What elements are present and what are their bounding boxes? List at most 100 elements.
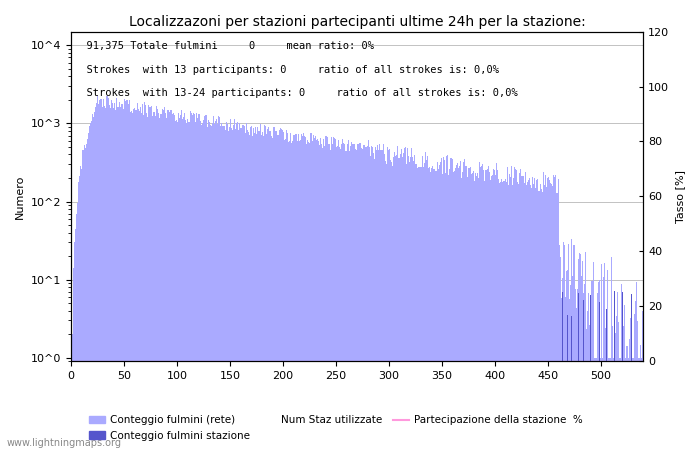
Bar (316, 140, 317, 450)
Bar (547, 178, 548, 450)
Y-axis label: Tasso [%]: Tasso [%] (675, 170, 685, 223)
Bar (357, 144, 358, 450)
Bar (90, 123, 91, 450)
Bar (596, 358, 597, 450)
Text: 91,375 Totale fulmini     0     mean ratio: 0%: 91,375 Totale fulmini 0 mean ratio: 0% (74, 41, 374, 51)
Bar (94, 112, 95, 450)
Bar (93, 117, 94, 450)
Bar (72, 334, 73, 450)
Bar (421, 167, 422, 450)
Bar (483, 170, 484, 450)
Bar (278, 135, 279, 450)
Bar (440, 162, 441, 450)
Bar (77, 203, 78, 450)
Bar (300, 140, 301, 450)
Bar (567, 315, 568, 450)
Bar (313, 135, 314, 450)
Bar (412, 157, 413, 450)
Bar (555, 175, 556, 450)
Bar (260, 135, 262, 450)
Bar (544, 185, 545, 450)
Bar (236, 123, 237, 450)
Bar (495, 176, 496, 450)
Bar (462, 172, 463, 450)
Bar (446, 156, 447, 450)
Bar (354, 144, 355, 450)
Bar (311, 133, 312, 450)
Bar (479, 162, 480, 450)
Bar (594, 358, 595, 450)
Bar (127, 100, 128, 450)
Bar (456, 165, 457, 450)
Bar (229, 127, 230, 450)
Bar (244, 126, 245, 450)
Bar (375, 147, 376, 450)
Bar (523, 176, 524, 450)
Bar (618, 322, 619, 450)
Bar (503, 181, 505, 450)
Bar (159, 118, 160, 450)
Bar (130, 112, 131, 450)
Bar (234, 119, 235, 450)
Bar (430, 172, 431, 450)
Bar (558, 179, 559, 450)
Bar (437, 162, 438, 450)
Bar (540, 189, 542, 450)
Bar (330, 137, 332, 450)
Bar (520, 169, 522, 450)
Bar (214, 124, 215, 450)
Bar (323, 140, 324, 450)
Bar (186, 122, 188, 450)
Bar (153, 112, 155, 450)
Bar (120, 104, 122, 450)
Bar (270, 131, 271, 450)
Bar (458, 168, 459, 450)
Bar (524, 183, 525, 450)
Bar (312, 141, 313, 450)
Bar (622, 295, 623, 450)
Bar (586, 329, 587, 450)
Bar (116, 98, 118, 450)
Bar (144, 103, 145, 450)
Bar (482, 164, 483, 450)
Bar (378, 150, 379, 450)
Bar (377, 145, 378, 450)
Bar (422, 156, 423, 450)
Bar (590, 294, 592, 450)
Bar (332, 137, 334, 450)
Bar (138, 109, 139, 450)
Bar (124, 99, 125, 450)
Bar (632, 358, 633, 450)
Bar (512, 185, 513, 450)
Bar (337, 145, 338, 450)
Bar (194, 114, 195, 450)
Bar (497, 171, 498, 450)
Bar (225, 122, 227, 450)
Bar (443, 157, 444, 450)
Bar (209, 122, 210, 450)
Bar (461, 178, 462, 450)
Bar (447, 155, 448, 450)
Bar (78, 182, 79, 450)
Bar (210, 125, 211, 450)
Bar (552, 186, 553, 450)
Bar (203, 121, 204, 450)
Bar (92, 113, 93, 450)
Bar (128, 104, 129, 450)
Bar (573, 245, 575, 450)
Bar (243, 125, 244, 450)
Bar (201, 125, 202, 450)
Bar (175, 121, 176, 450)
Bar (562, 278, 563, 450)
Bar (71, 358, 72, 450)
Bar (237, 122, 238, 450)
Bar (584, 284, 585, 450)
Bar (536, 180, 538, 450)
Bar (218, 116, 219, 450)
Bar (107, 96, 108, 450)
Bar (640, 345, 641, 450)
Bar (109, 105, 110, 450)
Bar (424, 162, 425, 450)
Bar (356, 150, 357, 450)
Bar (372, 147, 373, 450)
